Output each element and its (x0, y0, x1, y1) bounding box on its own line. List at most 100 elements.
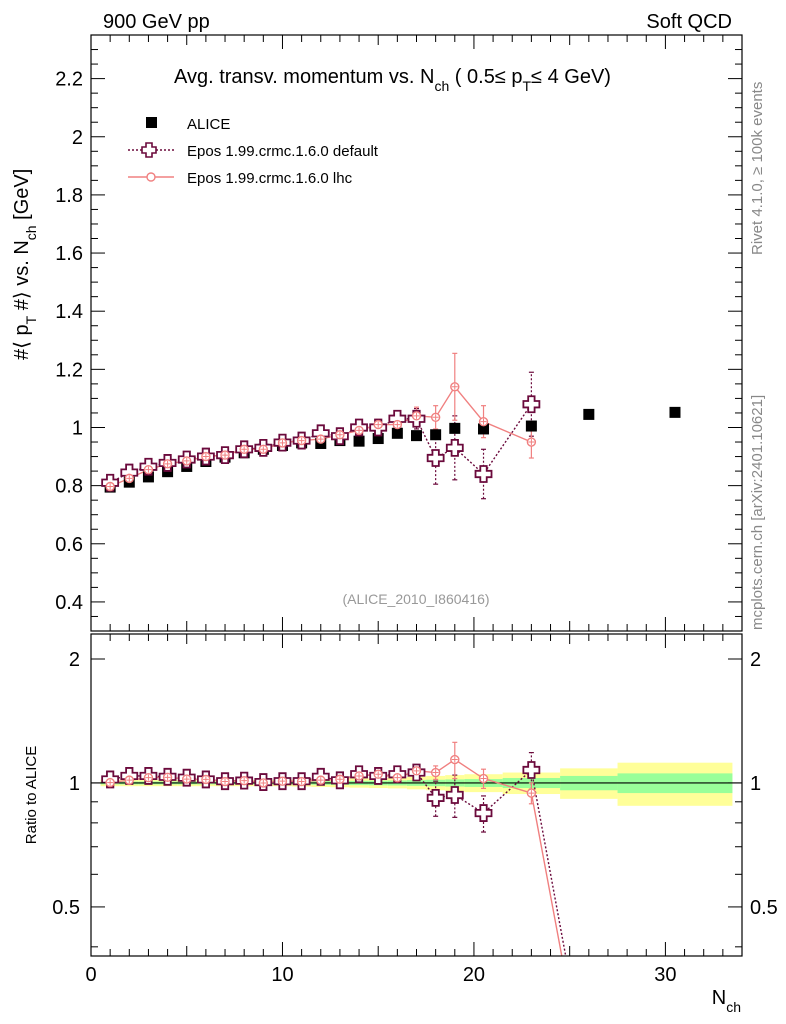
ratio-axis-ticks: 0.5 0.51 12 20 10 20 30 (52, 634, 778, 986)
ratio-point-epos-lhc-inner (432, 769, 439, 776)
ratio-line-epos-default (110, 768, 567, 956)
header-category: Soft QCD (646, 11, 732, 33)
main-panel: 0.4 0.6 0.8 1 1.2 1.4 1.6 1.8 2 2.2 Avg. transv. … (11, 34, 743, 632)
main-point-epos-lhc-inner (279, 439, 286, 446)
ratio-point-epos-lhc-inner (317, 777, 324, 784)
main-point-alice (411, 430, 422, 442)
main-point-epos-lhc-inner (394, 421, 401, 428)
main-point-alice (583, 408, 595, 420)
ratio-point-epos-lhc-inner (298, 778, 305, 785)
main-point-epos-lhc-inner (164, 460, 171, 467)
legend: ALICE Epos 1.99.crmc.1.6.0 default Epos … (128, 116, 379, 187)
x-axis-label: Nch (712, 987, 741, 1015)
main-ytick-label: 0.4 (55, 592, 83, 614)
main-point-epos-lhc-inner (413, 412, 420, 419)
ratio-point-epos-lhc-inner (480, 775, 487, 782)
ratio-data-layer (101, 741, 567, 956)
main-title: Avg. transv. momentum vs. Nch ( 0.5≤ pT≤… (174, 66, 611, 94)
ratio-point-epos-lhc-inner (202, 776, 209, 783)
ratio-ytick-label-right: 1 (750, 773, 761, 795)
ratio-point-epos-lhc-inner (394, 774, 401, 781)
x-tick-label: 20 (463, 964, 485, 986)
main-point-alice (142, 471, 154, 483)
ratio-point-epos-lhc-inner (356, 772, 363, 779)
main-point-epos-lhc-inner (451, 383, 458, 390)
main-ytick-label: 1.2 (55, 359, 83, 381)
main-point-alice (449, 422, 461, 434)
main-point-epos-lhc-inner (107, 483, 114, 490)
ratio-point-epos-lhc-inner (241, 777, 248, 784)
ratio-point-epos-lhc-inner (107, 779, 114, 786)
ratio-point-epos-lhc-inner (451, 756, 458, 763)
x-tick-label: 10 (271, 964, 293, 986)
main-axis-ticks: 0.4 0.6 0.8 1 1.2 1.4 1.6 1.8 2 2.2 (55, 34, 743, 632)
main-point-alice (353, 435, 365, 447)
main-point-alice (430, 429, 442, 441)
ratio-point-epos-lhc-inner (126, 777, 133, 784)
main-ytick-label: 2 (72, 127, 83, 149)
main-point-epos-lhc-inner (183, 457, 190, 464)
ratio-ytick-label-left: 0.5 (52, 897, 80, 919)
ratio-point-epos-default (445, 786, 464, 804)
main-ytick-label: 1 (72, 417, 83, 439)
main-ytick-label: 0.6 (55, 534, 83, 556)
main-point-epos-default (445, 438, 464, 457)
ratio-point-epos-lhc-inner (336, 776, 343, 783)
main-point-alice (669, 406, 681, 418)
main-point-alice (478, 423, 490, 435)
main-point-epos-lhc-inner (432, 414, 439, 421)
ratio-point-epos-lhc-inner (279, 778, 286, 785)
ratio-point-epos-lhc-inner (145, 774, 152, 781)
main-point-epos-lhc-inner (298, 437, 305, 444)
main-point-epos-default (522, 395, 541, 414)
main-point-alice (372, 433, 384, 445)
ratio-line-epos-lhc (110, 758, 563, 956)
legend-marker-alice (146, 117, 157, 128)
main-point-epos-default (426, 449, 445, 467)
legend-marker-default (141, 142, 157, 158)
mcplots-label: mcplots.cern.ch [arXiv:2401.10621] (749, 395, 766, 630)
main-point-alice (525, 420, 537, 432)
ratio-point-epos-lhc-inner (260, 779, 267, 786)
legend-label-lhc: Epos 1.99.crmc.1.6.0 lhc (187, 170, 353, 187)
main-point-epos-lhc-inner (260, 446, 267, 453)
main-ylabel: #⟨ pT #⟩ vs. Nch [GeV] (11, 169, 39, 360)
ratio-point-epos-lhc-inner (413, 767, 420, 774)
main-point-epos-lhc-inner (241, 446, 248, 453)
legend-label-default: Epos 1.99.crmc.1.6.0 default (187, 143, 379, 160)
ratio-point-epos-lhc-inner (222, 778, 229, 785)
ratio-point-epos-default (522, 761, 541, 779)
main-point-epos-lhc-inner (202, 453, 209, 460)
ratio-ytick-label-left: 2 (69, 649, 80, 671)
ratio-ytick-label-right: 2 (750, 649, 761, 671)
main-point-epos-lhc-inner (375, 421, 382, 428)
main-point-epos-default (474, 465, 493, 483)
x-tick-label: 30 (654, 964, 676, 986)
rivet-label: Rivet 4.1.0, ≥ 100k events (749, 82, 766, 255)
main-point-epos-lhc-inner (126, 475, 133, 482)
main-data-layer (101, 352, 681, 500)
ratio-point-epos-default (474, 804, 493, 822)
main-ytick-label: 1.4 (55, 301, 83, 323)
main-ytick-label: 2.2 (55, 69, 83, 91)
main-ytick-label: 1.8 (55, 185, 83, 207)
main-point-epos-lhc-inner (336, 431, 343, 438)
main-point-epos-lhc-inner (145, 466, 152, 473)
analysis-watermark: (ALICE_2010_I860416) (342, 591, 489, 607)
main-point-epos-lhc-inner (317, 436, 324, 443)
x-tick-label: 0 (85, 964, 96, 986)
ratio-ylabel: Ratio to ALICE (23, 746, 40, 844)
ratio-point-epos-default (426, 788, 445, 807)
main-point-epos-lhc-inner (222, 452, 229, 459)
ratio-point-epos-lhc-inner (183, 776, 190, 783)
ratio-point-epos-lhc-inner (164, 774, 171, 781)
main-point-epos-lhc-inner (480, 418, 487, 425)
legend-label-alice: ALICE (187, 116, 230, 133)
main-ytick-label: 0.8 (55, 476, 83, 498)
header-collision: 900 GeV pp (103, 11, 210, 33)
legend-marker-lhc (146, 172, 156, 182)
ratio-ytick-label-left: 1 (69, 773, 80, 795)
main-point-epos-lhc-inner (528, 439, 535, 446)
main-point-alice (391, 427, 403, 439)
